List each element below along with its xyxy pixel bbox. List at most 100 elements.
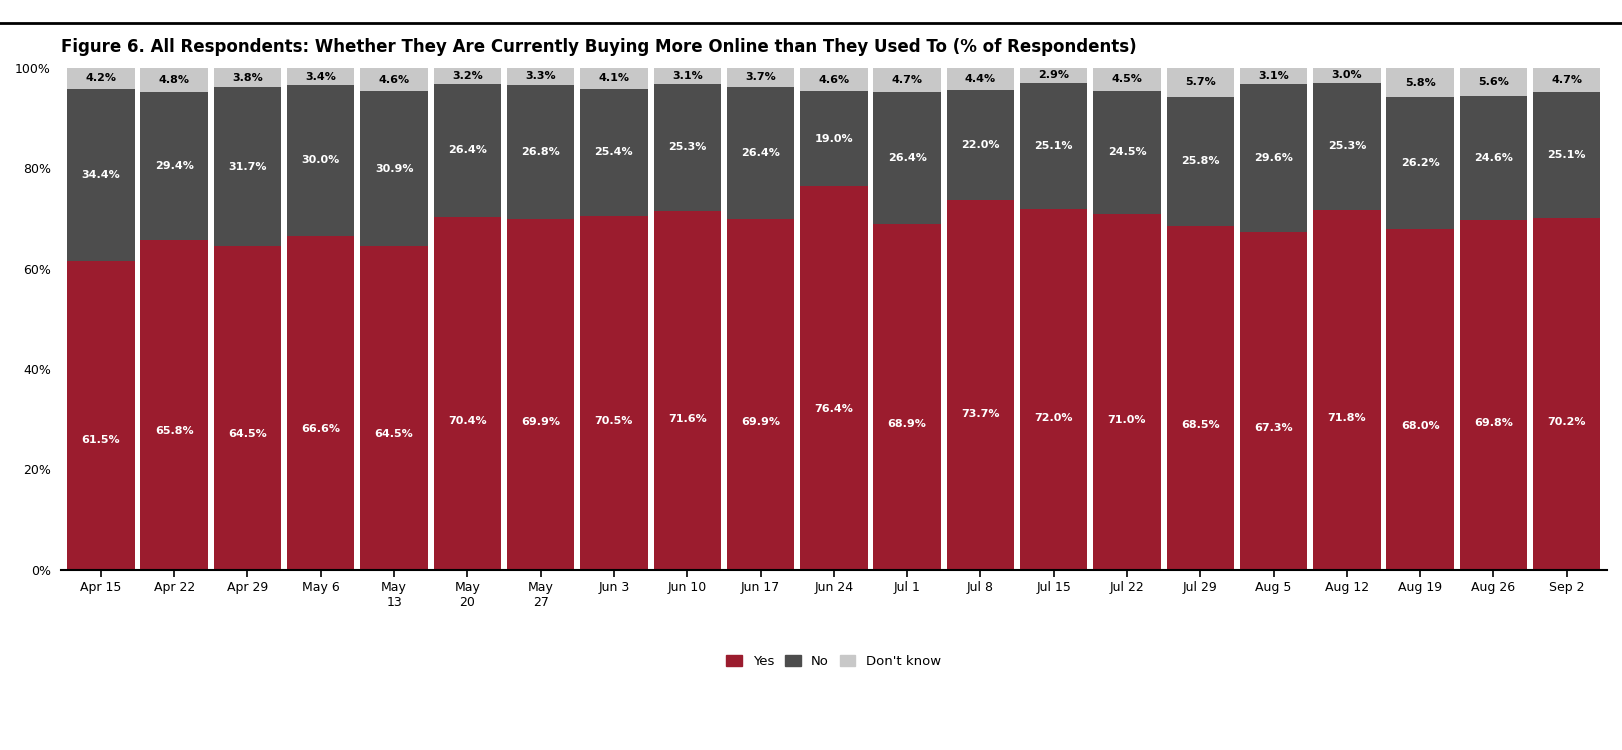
Text: 71.6%: 71.6% bbox=[668, 414, 707, 424]
Text: Figure 6. All Respondents: Whether They Are Currently Buying More Online than Th: Figure 6. All Respondents: Whether They … bbox=[60, 38, 1137, 56]
Bar bbox=[727, 68, 795, 87]
Text: 29.4%: 29.4% bbox=[154, 161, 193, 171]
Text: 25.4%: 25.4% bbox=[595, 148, 633, 158]
Text: 3.1%: 3.1% bbox=[672, 71, 702, 81]
Bar bbox=[1239, 84, 1307, 232]
Bar bbox=[947, 90, 1014, 200]
Bar bbox=[141, 240, 208, 569]
Text: 29.6%: 29.6% bbox=[1254, 153, 1293, 163]
Text: 25.3%: 25.3% bbox=[668, 142, 707, 152]
Bar bbox=[873, 68, 941, 92]
Text: 24.5%: 24.5% bbox=[1108, 147, 1147, 158]
Bar bbox=[1314, 82, 1380, 209]
Bar bbox=[654, 211, 720, 569]
Bar bbox=[1166, 226, 1234, 569]
Bar bbox=[360, 92, 428, 246]
Bar bbox=[1460, 96, 1528, 220]
Text: 5.8%: 5.8% bbox=[1405, 78, 1435, 88]
Text: 3.1%: 3.1% bbox=[1259, 71, 1289, 81]
Text: 22.0%: 22.0% bbox=[962, 140, 999, 150]
Text: 4.7%: 4.7% bbox=[1551, 75, 1581, 85]
Text: 2.9%: 2.9% bbox=[1038, 70, 1069, 80]
Bar bbox=[508, 85, 574, 219]
Text: 26.4%: 26.4% bbox=[741, 148, 780, 158]
Text: 64.5%: 64.5% bbox=[229, 429, 268, 439]
Bar bbox=[287, 236, 355, 569]
Bar bbox=[141, 68, 208, 92]
Text: 69.9%: 69.9% bbox=[741, 417, 780, 428]
Text: 72.0%: 72.0% bbox=[1035, 413, 1072, 423]
Text: 68.9%: 68.9% bbox=[887, 419, 926, 430]
Text: 26.2%: 26.2% bbox=[1401, 158, 1439, 168]
Bar bbox=[800, 92, 868, 187]
Bar bbox=[727, 87, 795, 219]
Text: 34.4%: 34.4% bbox=[81, 170, 120, 180]
Bar bbox=[1533, 68, 1601, 92]
Text: 70.4%: 70.4% bbox=[448, 416, 487, 426]
Text: 4.2%: 4.2% bbox=[86, 74, 117, 83]
Bar bbox=[1166, 68, 1234, 97]
Bar bbox=[1166, 97, 1234, 226]
Text: 3.7%: 3.7% bbox=[744, 73, 775, 82]
Text: 3.2%: 3.2% bbox=[453, 71, 483, 81]
Bar bbox=[1020, 82, 1087, 209]
Text: 68.0%: 68.0% bbox=[1401, 422, 1439, 431]
Bar bbox=[433, 68, 501, 84]
Bar bbox=[1460, 68, 1528, 96]
Text: 68.5%: 68.5% bbox=[1181, 420, 1220, 430]
Text: 24.6%: 24.6% bbox=[1474, 153, 1513, 163]
Bar bbox=[1093, 214, 1161, 569]
Bar bbox=[287, 68, 355, 86]
Bar bbox=[1314, 209, 1380, 569]
Text: 26.8%: 26.8% bbox=[521, 147, 560, 157]
Bar bbox=[1020, 68, 1087, 82]
Bar bbox=[1387, 229, 1453, 569]
Bar bbox=[727, 219, 795, 569]
Text: 25.1%: 25.1% bbox=[1035, 141, 1072, 151]
Bar bbox=[800, 187, 868, 569]
Text: 73.7%: 73.7% bbox=[962, 410, 999, 419]
Bar bbox=[1239, 232, 1307, 569]
Text: 31.7%: 31.7% bbox=[229, 162, 266, 172]
Text: 5.6%: 5.6% bbox=[1478, 77, 1508, 87]
Text: 19.0%: 19.0% bbox=[814, 134, 853, 144]
Text: 3.0%: 3.0% bbox=[1332, 70, 1362, 80]
Bar bbox=[1387, 98, 1453, 229]
Bar bbox=[508, 68, 574, 85]
Bar bbox=[1533, 92, 1601, 218]
Bar bbox=[654, 84, 720, 211]
Text: 4.5%: 4.5% bbox=[1111, 74, 1142, 85]
Text: 61.5%: 61.5% bbox=[81, 435, 120, 445]
Bar bbox=[1020, 209, 1087, 569]
Text: 26.4%: 26.4% bbox=[887, 153, 926, 163]
Bar bbox=[1093, 68, 1161, 91]
Text: 26.4%: 26.4% bbox=[448, 146, 487, 155]
Bar bbox=[581, 68, 647, 88]
Text: 25.8%: 25.8% bbox=[1181, 157, 1220, 166]
Text: 4.7%: 4.7% bbox=[892, 75, 923, 85]
Text: 4.4%: 4.4% bbox=[965, 74, 996, 84]
Bar bbox=[873, 92, 941, 224]
Bar bbox=[141, 92, 208, 240]
Text: 71.0%: 71.0% bbox=[1108, 415, 1147, 425]
Bar bbox=[433, 84, 501, 217]
Bar bbox=[214, 246, 281, 569]
Text: 4.1%: 4.1% bbox=[599, 74, 629, 83]
Text: 4.6%: 4.6% bbox=[817, 75, 850, 85]
Bar bbox=[581, 216, 647, 569]
Bar bbox=[287, 86, 355, 236]
Bar bbox=[214, 68, 281, 87]
Text: 30.0%: 30.0% bbox=[302, 155, 341, 166]
Bar bbox=[1387, 68, 1453, 98]
Bar bbox=[581, 88, 647, 216]
Bar bbox=[1093, 91, 1161, 214]
Bar bbox=[1314, 68, 1380, 82]
Bar bbox=[654, 68, 720, 84]
Bar bbox=[433, 217, 501, 569]
Text: 76.4%: 76.4% bbox=[814, 404, 853, 414]
Text: 65.8%: 65.8% bbox=[154, 426, 193, 436]
Bar bbox=[67, 261, 135, 569]
Text: 3.8%: 3.8% bbox=[232, 73, 263, 82]
Bar bbox=[947, 200, 1014, 569]
Bar bbox=[214, 87, 281, 246]
